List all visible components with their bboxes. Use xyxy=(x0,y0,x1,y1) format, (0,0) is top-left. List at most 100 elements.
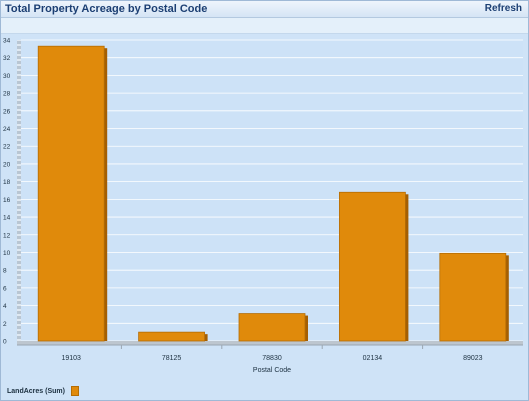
axis-wall-dash xyxy=(17,136,21,139)
panel-header: Total Property Acreage by Postal Code Re… xyxy=(1,1,528,18)
axis-wall-dash xyxy=(17,81,21,84)
y-tick-label: 24 xyxy=(3,126,11,133)
legend-label: LandAcres (Sum) xyxy=(7,387,65,395)
axis-wall-dash xyxy=(17,241,21,244)
axis-wall-dash xyxy=(17,271,21,274)
axis-wall-dash xyxy=(17,156,21,159)
y-tick-label: 22 xyxy=(3,144,11,151)
y-tick-label: 20 xyxy=(3,161,11,168)
axis-wall-dash xyxy=(17,266,21,269)
axis-wall-dash xyxy=(17,321,21,324)
axis-wall-dash xyxy=(17,76,21,79)
axis-wall-dash xyxy=(17,61,21,64)
axis-wall-dash xyxy=(17,111,21,114)
y-tick-label: 8 xyxy=(3,268,7,275)
bar-shadow xyxy=(305,315,308,341)
axis-wall-dash xyxy=(17,236,21,239)
chart-floor xyxy=(17,341,523,345)
axis-wall-dash xyxy=(17,166,21,169)
axis-wall-dash xyxy=(17,66,21,69)
axis-wall-dash xyxy=(17,301,21,304)
axis-wall-dash xyxy=(17,196,21,199)
legend-swatch xyxy=(70,386,79,396)
axis-wall-dash xyxy=(17,71,21,74)
axis-wall-dash xyxy=(17,281,21,284)
axis-wall-dash xyxy=(17,331,21,334)
y-tick-label: 14 xyxy=(3,215,11,222)
x-tick-label: 78830 xyxy=(262,355,282,362)
axis-wall-dash xyxy=(17,316,21,319)
axis-wall-dash xyxy=(17,121,21,124)
axis-wall-dash xyxy=(17,46,21,49)
bar-89023 xyxy=(439,252,507,342)
axis-wall xyxy=(17,40,21,341)
x-axis-label: Postal Code xyxy=(253,367,291,374)
bar-shadow xyxy=(104,48,108,342)
axis-wall-dash xyxy=(17,211,21,214)
y-tick-label: 6 xyxy=(3,285,7,292)
axis-wall-dash xyxy=(17,51,21,54)
legend: LandAcres (Sum) xyxy=(7,385,79,397)
axis-wall-dash xyxy=(17,286,21,289)
axis-wall-dash xyxy=(17,326,21,329)
axis-wall-dash xyxy=(17,191,21,194)
bar-shadow xyxy=(505,255,509,341)
axis-wall-dash xyxy=(17,231,21,234)
axis-wall-dash xyxy=(17,41,21,44)
axis-wall-dash xyxy=(17,306,21,309)
axis-wall-dash xyxy=(17,221,21,224)
axis-wall-dash xyxy=(17,151,21,154)
axis-wall-dash xyxy=(17,86,21,89)
axis-wall-dash xyxy=(17,106,21,109)
axis-wall-dash xyxy=(17,256,21,259)
axis-wall-dash xyxy=(17,131,21,134)
axis-wall-dash xyxy=(17,186,21,189)
axis-wall-dash xyxy=(17,261,21,264)
x-tick-label: 78125 xyxy=(162,355,182,362)
axis-wall-dash xyxy=(17,116,21,119)
axis-wall-dash xyxy=(17,171,21,174)
bar-shadow xyxy=(204,334,208,341)
axis-wall-dash xyxy=(17,181,21,184)
axis-wall-dash xyxy=(17,56,21,59)
axis-wall-dash xyxy=(17,336,21,339)
y-tick-label: 32 xyxy=(3,55,11,62)
y-tick-label: 28 xyxy=(3,91,11,98)
y-tick-label: 26 xyxy=(3,108,11,115)
axis-wall-dash xyxy=(17,161,21,164)
y-tick-label: 16 xyxy=(3,197,11,204)
y-tick-label: 34 xyxy=(3,38,11,45)
refresh-button[interactable]: Refresh xyxy=(484,3,522,14)
axis-wall-dash xyxy=(17,296,21,299)
axis-wall-dash xyxy=(17,216,21,219)
y-tick-label: 18 xyxy=(3,179,11,186)
axis-wall-dash xyxy=(17,141,21,144)
bar-02134 xyxy=(338,191,406,342)
y-tick-label: 12 xyxy=(3,232,11,239)
x-tick-label: 19103 xyxy=(61,355,81,362)
axis-wall-dash xyxy=(17,96,21,99)
axis-wall-dash xyxy=(17,126,21,129)
axis-wall-dash xyxy=(17,291,21,294)
bar-shadow xyxy=(405,194,409,341)
axis-wall-dash xyxy=(17,311,21,314)
x-tick-label: 89023 xyxy=(463,355,483,362)
axis-wall-dash xyxy=(17,176,21,179)
axis-wall-dash xyxy=(17,226,21,229)
y-tick-label: 0 xyxy=(3,339,7,346)
axis-wall-dash xyxy=(17,101,21,104)
axis-wall-dash xyxy=(17,206,21,209)
axis-wall-dash xyxy=(17,146,21,149)
axis-wall-dash xyxy=(17,246,21,249)
x-tick-label: 02134 xyxy=(363,355,383,362)
bar-19103 xyxy=(37,45,105,342)
axis-wall-dash xyxy=(17,251,21,254)
y-tick-label: 30 xyxy=(3,73,11,80)
axis-wall-dash xyxy=(17,91,21,94)
bar-78830 xyxy=(238,313,306,342)
y-tick-label: 4 xyxy=(3,303,7,310)
y-tick-label: 2 xyxy=(3,321,7,328)
y-tick-label: 10 xyxy=(3,250,11,257)
